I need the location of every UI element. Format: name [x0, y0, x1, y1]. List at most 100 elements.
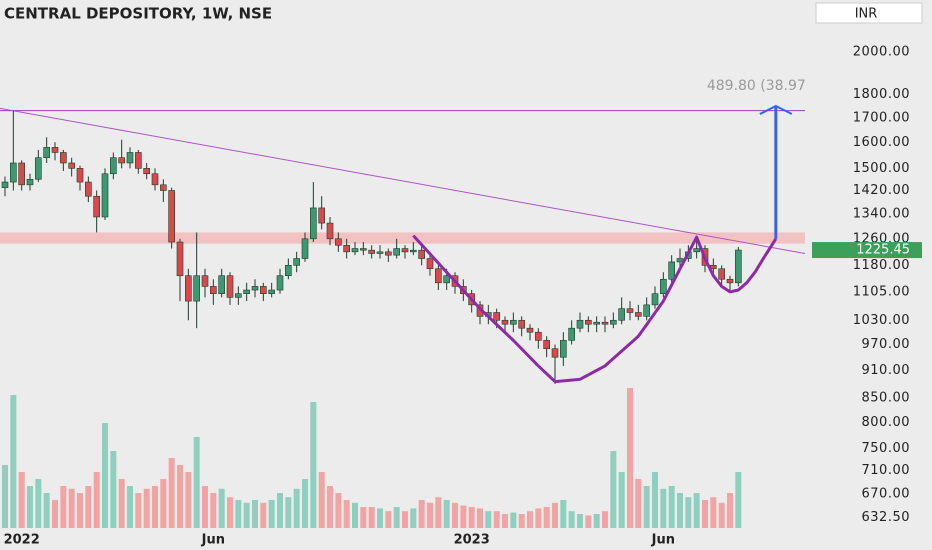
candle-body: [68, 162, 75, 169]
candle-body: [660, 278, 667, 294]
volume-bar: [643, 486, 650, 528]
candle-body: [376, 251, 384, 254]
volume-bar: [2, 465, 8, 528]
volume-bar: [43, 493, 50, 528]
candle-body: [393, 248, 400, 256]
volume-bar: [127, 486, 133, 528]
x-tick-label: 2022: [4, 533, 40, 548]
candle-body: [285, 265, 292, 277]
volume-bar: [677, 493, 683, 528]
candle-body: [93, 195, 100, 218]
volume-bar: [193, 437, 200, 528]
volume-bar: [293, 488, 300, 528]
candle-body: [368, 249, 375, 254]
volume-bar: [252, 500, 258, 528]
candle-body: [518, 319, 525, 329]
candle-body: [226, 275, 234, 298]
volume-bar: [77, 493, 83, 528]
candle-body: [201, 275, 209, 287]
y-tick-label: 1105.00: [853, 284, 910, 299]
volume-bar: [18, 472, 25, 528]
volume-bar: [93, 472, 100, 528]
candle-body: [510, 319, 517, 325]
volume-bar: [85, 486, 92, 528]
candle-body: [143, 168, 150, 175]
volume-bar: [552, 502, 558, 528]
volume-bar: [135, 493, 142, 528]
y-tick-label: 1030.00: [853, 313, 910, 328]
y-tick-label: 670.00: [862, 487, 911, 502]
candle-body: [176, 241, 184, 277]
volume-bar: [693, 493, 700, 528]
candle-body: [543, 340, 550, 350]
cup-pattern: [412, 234, 778, 384]
y-tick-label: 2000.00: [853, 45, 910, 60]
volume-bar: [110, 451, 117, 528]
candle-body: [426, 258, 434, 270]
candle-body: [343, 244, 350, 253]
volume-bar: [685, 497, 692, 528]
volume-bar: [410, 508, 417, 528]
volume-bar: [568, 511, 575, 528]
volume-bar: [210, 493, 217, 528]
volume-bar: [310, 402, 317, 528]
volume-bar: [618, 472, 625, 528]
candle-body: [151, 173, 159, 186]
volume-bar: [368, 507, 375, 528]
chart-title: CENTRAL DEPOSITORY, 1W, NSE: [4, 5, 272, 23]
candle-body: [335, 238, 342, 246]
y-tick-label: 632.50: [862, 510, 911, 525]
candle-body: [593, 321, 600, 325]
volume-bar: [452, 502, 458, 528]
volume-bar: [243, 502, 250, 528]
y-tick-label: 800.00: [862, 415, 911, 430]
volume-bar: [285, 497, 292, 528]
candle-body: [1, 181, 9, 188]
volume-bar: [235, 500, 242, 528]
candle-body: [260, 286, 267, 294]
volume-bar: [460, 505, 467, 528]
candle-body: [535, 331, 542, 341]
candle-body: [51, 147, 59, 153]
candle-body: [218, 275, 225, 294]
candle-body: [551, 348, 559, 358]
volume-bar: [493, 511, 500, 528]
candle-body: [243, 289, 250, 294]
y-tick-label: 910.00: [862, 363, 911, 378]
candle-body: [585, 319, 592, 325]
candle-body: [160, 184, 167, 191]
candle-body: [251, 286, 259, 291]
candle-body: [610, 319, 617, 325]
volume-bar: [635, 479, 642, 528]
candle-body: [726, 278, 734, 284]
volume-bar: [602, 511, 608, 528]
candle-body: [168, 190, 175, 243]
candle-body: [668, 261, 675, 280]
candle-body: [635, 312, 642, 317]
volume-bar: [393, 507, 400, 528]
candle-body: [435, 268, 442, 284]
resistance-zone: [0, 232, 805, 244]
last-price-tag: [812, 242, 922, 259]
currency-box: [815, 2, 923, 24]
candle-body: [526, 327, 534, 333]
volume-bar: [593, 514, 600, 528]
volume-bar: [143, 488, 150, 528]
volume-bar: [735, 472, 742, 528]
candle-body: [643, 304, 650, 317]
volume-bar: [202, 486, 208, 528]
volume-bar: [160, 479, 167, 528]
volume-bar: [435, 497, 442, 528]
y-tick-label: 1600.00: [853, 135, 910, 150]
volume-bar: [227, 497, 233, 528]
candle-body: [735, 249, 742, 284]
candle-body: [443, 275, 450, 284]
volume-bar: [118, 479, 125, 528]
volume-bar: [610, 451, 617, 528]
y-tick-label: 1700.00: [853, 110, 910, 125]
volume-bar: [302, 479, 308, 528]
y-tick-label: 1420.00: [853, 183, 910, 198]
candle-body: [60, 152, 67, 164]
